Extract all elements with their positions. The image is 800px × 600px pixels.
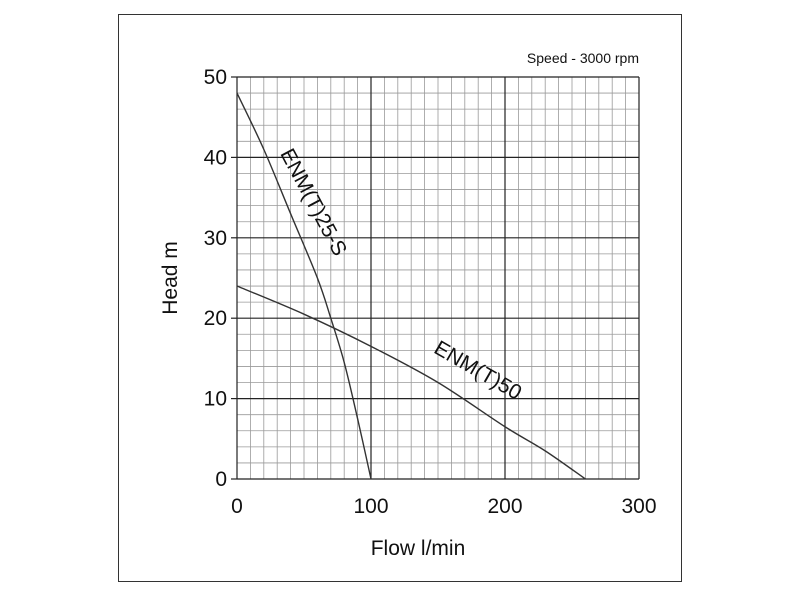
y-tick-label: 10 — [204, 388, 227, 411]
series-line-1 — [236, 285, 586, 480]
curve-label-enm25s: ENM(T)25-S — [275, 145, 351, 260]
y-tick-label: 20 — [204, 307, 227, 330]
x-tick-label: 0 — [231, 495, 243, 518]
x-axis-label: Flow l/min — [371, 537, 466, 560]
y-tick-label: 30 — [204, 227, 227, 250]
curves — [236, 92, 586, 480]
tick-labels: 0 100 200 300 0 10 20 30 40 50 — [204, 66, 657, 518]
series-line-0 — [236, 92, 372, 480]
speed-note: Speed - 3000 rpm — [527, 50, 639, 66]
y-tick-label: 0 — [215, 468, 227, 491]
x-tick-label: 100 — [353, 495, 388, 518]
x-tick-label: 300 — [621, 495, 656, 518]
y-axis-label: Head m — [159, 241, 182, 315]
y-tick-label: 50 — [204, 66, 227, 89]
pump-curve-chart: 0 100 200 300 0 10 20 30 40 50 Speed - 3000 rpm F… — [159, 50, 657, 560]
y-tick-label: 40 — [204, 146, 227, 169]
x-tick-label: 200 — [487, 495, 522, 518]
major-grid — [231, 76, 640, 480]
chart-frame: 0 100 200 300 0 10 20 30 40 50 Speed - 3000 rpm F… — [118, 14, 682, 582]
minor-grid — [237, 77, 639, 479]
